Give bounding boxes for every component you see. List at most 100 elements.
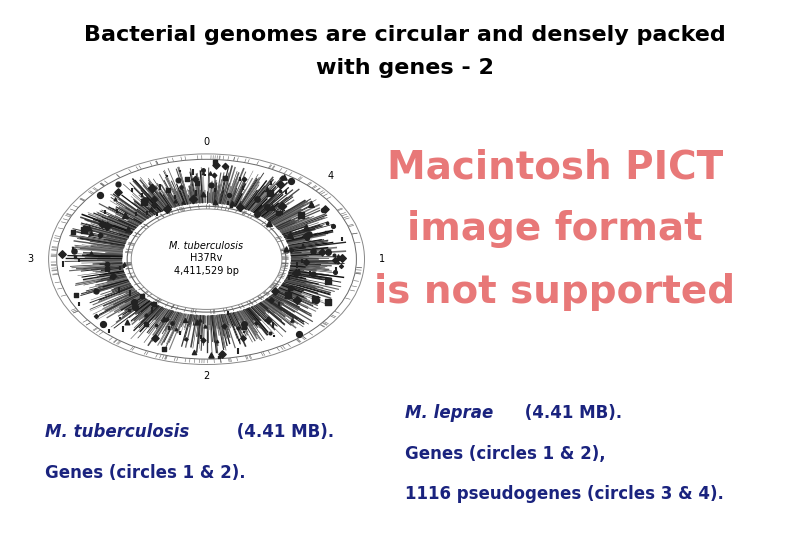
Point bbox=[335, 234, 348, 243]
Point bbox=[177, 198, 190, 206]
Point bbox=[299, 223, 312, 232]
Point bbox=[138, 198, 151, 206]
Point bbox=[136, 191, 149, 200]
Text: with genes - 2: with genes - 2 bbox=[316, 57, 494, 78]
Point bbox=[109, 194, 122, 203]
Point bbox=[70, 291, 83, 299]
Point bbox=[121, 318, 134, 327]
Point bbox=[123, 289, 136, 298]
Point bbox=[226, 199, 239, 208]
Point bbox=[97, 321, 110, 329]
Point bbox=[320, 219, 333, 228]
Point bbox=[209, 161, 222, 170]
Point bbox=[285, 177, 298, 185]
Point bbox=[126, 186, 139, 194]
Point bbox=[265, 203, 278, 212]
Point bbox=[103, 327, 116, 336]
Point bbox=[83, 223, 96, 232]
Point bbox=[84, 229, 97, 238]
Point bbox=[93, 191, 106, 200]
Point bbox=[187, 195, 200, 204]
Point bbox=[279, 244, 292, 253]
Point bbox=[304, 269, 317, 278]
Point bbox=[293, 329, 306, 338]
Point bbox=[104, 272, 117, 281]
Point bbox=[315, 247, 328, 256]
Point bbox=[195, 333, 208, 341]
Point bbox=[335, 254, 348, 262]
Point bbox=[73, 256, 86, 265]
Point bbox=[190, 318, 203, 327]
Text: image format: image format bbox=[407, 211, 702, 248]
Point bbox=[173, 329, 186, 338]
Circle shape bbox=[131, 209, 282, 309]
Point bbox=[117, 262, 130, 271]
Point bbox=[262, 315, 275, 324]
Point bbox=[99, 208, 112, 217]
Point bbox=[199, 321, 212, 330]
Text: M. leprae: M. leprae bbox=[405, 404, 493, 422]
Point bbox=[264, 189, 277, 198]
Point bbox=[151, 210, 164, 218]
Point bbox=[140, 310, 153, 319]
Text: M. tuberculosis: M. tuberculosis bbox=[45, 423, 189, 441]
Point bbox=[130, 210, 143, 219]
Point bbox=[135, 291, 148, 300]
Point bbox=[331, 258, 344, 266]
Point bbox=[165, 319, 178, 327]
Point bbox=[73, 300, 86, 308]
Point bbox=[319, 228, 332, 237]
Point bbox=[207, 171, 220, 179]
Point bbox=[68, 253, 81, 262]
Point bbox=[303, 230, 316, 238]
Point bbox=[284, 246, 297, 254]
Text: 0: 0 bbox=[203, 137, 210, 147]
Point bbox=[205, 350, 218, 359]
Point bbox=[234, 175, 247, 184]
Point bbox=[160, 171, 173, 180]
Point bbox=[189, 175, 202, 184]
Point bbox=[232, 323, 245, 332]
Point bbox=[170, 325, 183, 334]
Point bbox=[292, 266, 305, 275]
Point bbox=[90, 287, 103, 295]
Point bbox=[208, 198, 221, 206]
Point bbox=[197, 190, 210, 198]
Point bbox=[271, 208, 284, 217]
Point bbox=[331, 253, 344, 261]
Point bbox=[309, 295, 322, 304]
Point bbox=[160, 205, 173, 213]
Point bbox=[172, 176, 185, 185]
Point bbox=[263, 329, 276, 338]
Point bbox=[233, 335, 246, 344]
Point bbox=[275, 202, 288, 211]
Point bbox=[317, 205, 330, 214]
Text: M. tuberculosis: M. tuberculosis bbox=[169, 241, 244, 251]
Point bbox=[283, 274, 296, 282]
Point bbox=[122, 225, 134, 233]
Point bbox=[306, 269, 319, 278]
Point bbox=[237, 322, 250, 331]
Point bbox=[127, 298, 140, 307]
Point bbox=[222, 190, 235, 199]
Point bbox=[163, 323, 176, 332]
Point bbox=[275, 209, 288, 218]
Point bbox=[215, 350, 228, 359]
Point bbox=[162, 186, 175, 195]
Point bbox=[238, 174, 251, 183]
Point bbox=[294, 211, 307, 219]
Point bbox=[94, 231, 107, 239]
Point bbox=[100, 260, 113, 269]
Point bbox=[221, 198, 234, 207]
Text: 1: 1 bbox=[379, 254, 386, 264]
Point bbox=[66, 246, 79, 254]
Point bbox=[189, 188, 202, 197]
Point bbox=[318, 205, 331, 214]
Point bbox=[203, 168, 216, 177]
Point bbox=[285, 315, 298, 324]
Point bbox=[290, 296, 303, 305]
Point bbox=[96, 320, 109, 328]
Point bbox=[279, 188, 292, 197]
Point bbox=[299, 258, 312, 266]
Point bbox=[219, 174, 232, 183]
